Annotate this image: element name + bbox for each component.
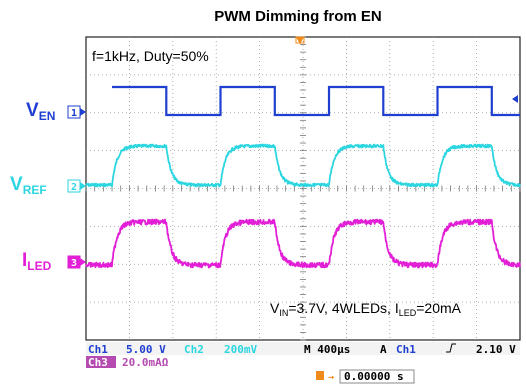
- trace-v-en: [112, 85, 520, 117]
- scope-readout: Ch1 5.00 V Ch2 200mV M 400µs A Ch1 2.10 V Ch3 20.…: [86, 342, 520, 384]
- readout-offset: 0.00000 s: [344, 370, 404, 383]
- offset-arrow-icon: →: [328, 372, 334, 383]
- trigger-position-box: [295, 36, 305, 44]
- trigger-position-icon: [296, 37, 304, 44]
- readout-ch1-scale: 5.00 V: [126, 343, 166, 356]
- readout-ch3-scale: 20.0mAΩ: [122, 356, 169, 369]
- readout-ch1: Ch1: [88, 343, 108, 356]
- channel-pointer-icon: [80, 108, 86, 116]
- conditions-bottom: VIN=3.7V, 4WLEDs, ILED=20mA: [270, 300, 462, 318]
- label-v-ref: VREF: [10, 174, 47, 197]
- readout-offset-box: [339, 369, 415, 384]
- readout-row-1-bg: [86, 342, 520, 355]
- rising-edge-icon: [446, 343, 456, 353]
- readout-ch2-scale: 200mV: [224, 343, 257, 356]
- channel-pointer-icon: [80, 258, 86, 266]
- readout-ch3-badge: [86, 356, 116, 368]
- channel-pointer-icon: [80, 182, 86, 190]
- readout-timebase: M 400µs: [304, 343, 350, 356]
- channel-number-2: 2: [71, 182, 77, 193]
- traces: [85, 85, 521, 269]
- annotations: f=1kHz, Duty=50% VIN=3.7V, 4WLEDs, ILED=2…: [92, 48, 462, 318]
- trigger-offset-icon: [316, 371, 324, 380]
- trace-i-led: [85, 218, 521, 269]
- channel-number-1: 1: [71, 108, 77, 119]
- readout-ch2: Ch2: [184, 343, 204, 356]
- readout-ch3: Ch3: [88, 356, 108, 369]
- trigger-level-icon: [512, 95, 518, 103]
- conditions-top: f=1kHz, Duty=50%: [92, 48, 209, 64]
- channel-labels: VEN 1 VREF 2 ILED 3: [10, 36, 518, 273]
- readout-trigger-ch: Ch1: [396, 343, 416, 356]
- channel-number-3: 3: [71, 258, 77, 269]
- label-v-en: VEN: [26, 100, 55, 123]
- grid: [85, 36, 521, 341]
- readout-trigger-mode: A: [380, 343, 387, 356]
- trace-v-ref: [85, 143, 521, 188]
- chart-title: PWM Dimming from EN: [214, 8, 382, 25]
- label-i-led: ILED: [22, 250, 52, 273]
- readout-trigger-level: 2.10 V: [476, 343, 516, 356]
